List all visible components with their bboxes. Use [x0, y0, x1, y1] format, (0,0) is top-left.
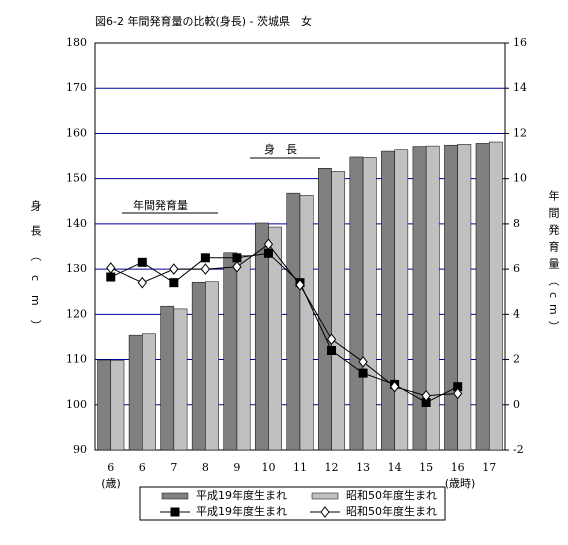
- line: [110, 243, 458, 397]
- bar: [286, 192, 301, 451]
- bar: [223, 252, 238, 451]
- bar: [191, 281, 206, 451]
- bar: [475, 143, 490, 451]
- bar: [160, 305, 175, 451]
- bar: [457, 144, 472, 451]
- x-unit: (歳時): [445, 477, 476, 490]
- y2-tick-label: 14: [513, 81, 527, 94]
- line: [110, 252, 458, 404]
- bar: [318, 168, 332, 451]
- y2-tick-label: 10: [513, 172, 527, 185]
- marker: [389, 380, 400, 393]
- x-tick-label: 7: [170, 461, 177, 474]
- marker: [200, 253, 210, 263]
- marker: [170, 507, 180, 517]
- x-tick-label: 17: [482, 461, 496, 474]
- marker: [295, 279, 305, 291]
- y-tick-label: 130: [66, 262, 87, 275]
- bar: [142, 333, 156, 451]
- bar: [444, 144, 458, 451]
- legend-box: [139, 486, 446, 521]
- x-tick-label: 16: [451, 461, 465, 474]
- bar: [381, 150, 395, 451]
- marker: [137, 276, 147, 289]
- y2-tick-label: 16: [513, 36, 527, 49]
- y-tick-label: 90: [73, 443, 87, 456]
- x-tick-label: 13: [356, 461, 370, 474]
- x-tick-label: 9: [233, 461, 240, 474]
- marker: [137, 257, 147, 267]
- x-tick-label: 10: [261, 461, 275, 474]
- bar: [205, 281, 219, 451]
- bar: [128, 334, 143, 451]
- legend-label: 平成19年度生まれ: [196, 504, 287, 518]
- x-tick-label: 14: [388, 461, 402, 474]
- legend-label: 昭和50年度生まれ: [346, 488, 437, 502]
- marker: [421, 389, 431, 402]
- x-tick-label: 15: [419, 461, 433, 474]
- y-tick-label: 100: [66, 398, 87, 411]
- y2-tick-label: -2: [513, 443, 524, 456]
- bar: [488, 141, 503, 451]
- marker: [453, 387, 463, 400]
- bar: [236, 255, 251, 451]
- legend-swatch: [161, 492, 189, 500]
- y2-tick-label: 4: [513, 307, 520, 320]
- y-tick-label: 150: [66, 172, 87, 185]
- marker: [169, 278, 179, 288]
- y-tick-label: 180: [66, 36, 87, 49]
- marker: [358, 356, 368, 368]
- annotation: 年間発育量: [133, 198, 188, 212]
- y2-tick-label: 12: [513, 126, 527, 139]
- marker: [232, 261, 242, 273]
- marker: [200, 263, 211, 275]
- bar: [349, 156, 364, 451]
- bar: [299, 195, 314, 451]
- x-tick-label: 8: [202, 461, 209, 474]
- y2-tick-label: 6: [513, 262, 520, 275]
- x-tick-label: 11: [293, 461, 307, 474]
- y-tick-label: 110: [66, 353, 87, 366]
- marker: [106, 262, 116, 274]
- y-tick-label: 170: [66, 81, 87, 94]
- y2-tick-label: 0: [513, 398, 520, 411]
- marker: [358, 368, 368, 378]
- marker: [327, 346, 337, 356]
- bar: [425, 145, 440, 451]
- legend-label: 平成19年度生まれ: [196, 488, 287, 502]
- marker: [263, 238, 274, 251]
- annotation: 身 長: [264, 142, 297, 156]
- chart-title: 図6-2 年間発育量の比較(身長) - 茨城県 女: [95, 14, 312, 28]
- y-tick-label: 120: [66, 307, 87, 320]
- marker: [106, 272, 116, 282]
- marker: [320, 506, 330, 518]
- marker: [169, 263, 179, 275]
- y-axis-label: 身長（cm）: [29, 199, 42, 345]
- y2-axis-label: 年間発育量（cm）: [547, 189, 560, 338]
- x-tick-label: 6: [107, 461, 114, 474]
- marker: [263, 248, 273, 258]
- bar: [110, 360, 125, 451]
- bar: [331, 171, 346, 451]
- y-tick-label: 140: [66, 217, 87, 230]
- x-unit: (歳): [101, 477, 121, 490]
- bar: [362, 157, 377, 451]
- bar: [394, 149, 409, 451]
- legend-label: 昭和50年度生まれ: [346, 504, 437, 518]
- y-tick-label: 160: [66, 126, 87, 139]
- y2-tick-label: 2: [513, 353, 520, 366]
- bar: [268, 226, 282, 451]
- legend-swatch: [311, 492, 339, 500]
- x-tick-label: 6: [139, 461, 146, 474]
- y2-tick-label: 8: [513, 217, 520, 230]
- x-tick-label: 12: [325, 461, 339, 474]
- marker: [232, 253, 242, 263]
- bar: [173, 308, 188, 451]
- marker: [326, 333, 337, 346]
- bar: [97, 359, 112, 451]
